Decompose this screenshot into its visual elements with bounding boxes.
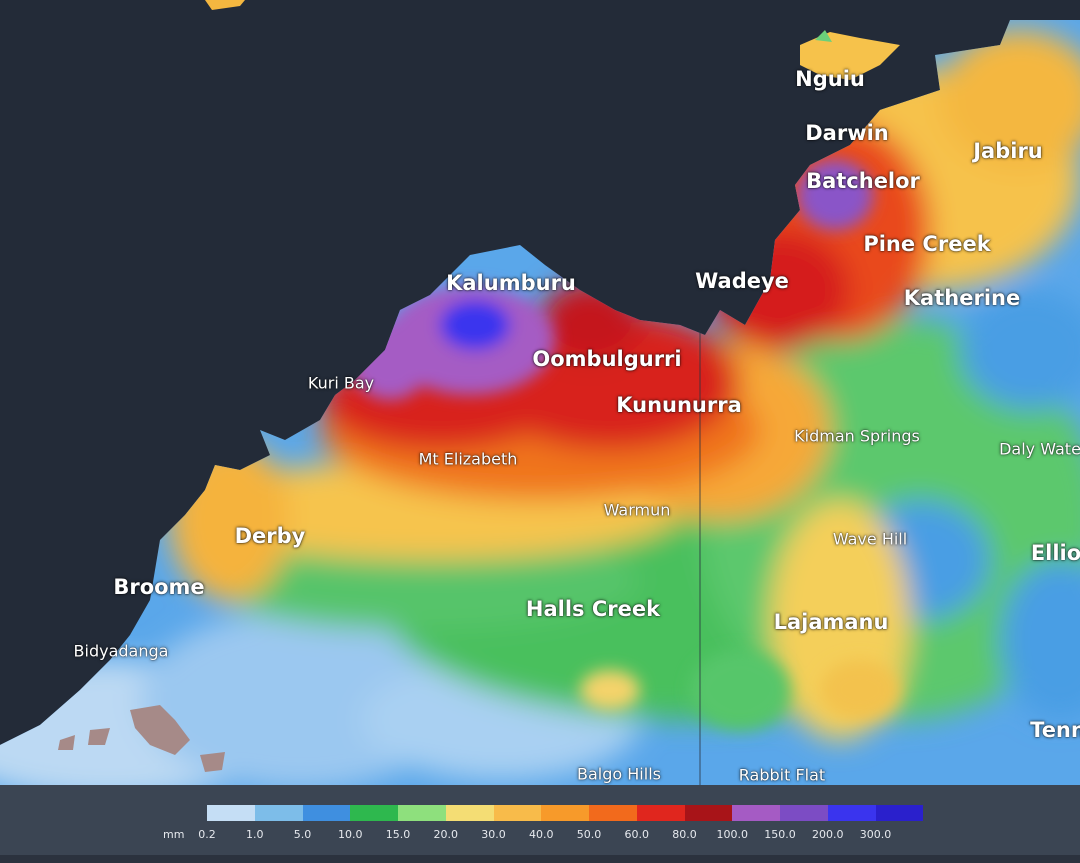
legend-tick-label: 0.2 bbox=[198, 828, 216, 841]
legend-tick-label: 60.0 bbox=[624, 828, 650, 841]
legend-tick-label: 1.0 bbox=[246, 828, 264, 841]
legend-swatch bbox=[875, 805, 924, 821]
place-label-jabiru: Jabiru bbox=[973, 139, 1043, 163]
legend-swatch bbox=[636, 805, 685, 821]
legend-tick-label: 200.0 bbox=[812, 828, 844, 841]
legend-swatch bbox=[541, 805, 589, 821]
legend-swatch bbox=[827, 805, 876, 821]
place-label-lajamanu: Lajamanu bbox=[773, 610, 889, 634]
place-label-pine-creek: Pine Creek bbox=[863, 232, 991, 256]
place-label-kununurra: Kununurra bbox=[616, 393, 742, 417]
place-label-elliott: Ellio bbox=[1030, 541, 1080, 565]
legend-tick-label: 15.0 bbox=[385, 828, 411, 841]
place-label-tennant: Tenn bbox=[1030, 718, 1080, 742]
legend-tick-label: 20.0 bbox=[433, 828, 459, 841]
place-label-broome: Broome bbox=[113, 575, 205, 599]
legend-tick-label: 80.0 bbox=[672, 828, 697, 841]
bottom-toolbar bbox=[0, 855, 1080, 863]
place-label-mt-elizabeth: Mt Elizabeth bbox=[418, 449, 518, 469]
legend-swatch bbox=[302, 805, 351, 821]
legend-swatch bbox=[780, 805, 828, 821]
legend-swatch bbox=[589, 805, 637, 821]
legend-tick-label: 300.0 bbox=[859, 828, 892, 841]
place-label-kalumburu: Kalumburu bbox=[446, 271, 576, 295]
legend-swatch bbox=[398, 805, 446, 821]
place-label-nguiu: Nguiu bbox=[795, 67, 865, 91]
place-label-kuri-bay: Kuri Bay bbox=[307, 373, 375, 393]
salt-lake bbox=[130, 705, 190, 755]
place-label-rabbit-flat: Rabbit Flat bbox=[738, 765, 826, 785]
place-label-wadeye: Wadeye bbox=[695, 269, 789, 293]
place-label-bidyadanga: Bidyadanga bbox=[73, 641, 169, 661]
salt-lake bbox=[58, 735, 75, 750]
legend-tick-label: 30.0 bbox=[481, 828, 506, 841]
legend-tick-label: 100.0 bbox=[716, 828, 749, 841]
legend-swatch bbox=[732, 805, 780, 821]
place-label-warmun: Warmun bbox=[603, 500, 671, 520]
legend-tick-label: 5.0 bbox=[293, 828, 312, 841]
tiwi-island bbox=[800, 32, 900, 80]
legend-swatch bbox=[254, 805, 303, 821]
salt-lake bbox=[200, 752, 225, 772]
place-label-derby: Derby bbox=[234, 524, 306, 548]
legend-unit-label: mm bbox=[163, 828, 185, 841]
place-label-halls-creek: Halls Creek bbox=[525, 597, 661, 621]
legend-swatch bbox=[445, 805, 494, 821]
legend-swatch bbox=[493, 805, 542, 821]
legend-swatch bbox=[684, 805, 733, 821]
place-label-darwin: Darwin bbox=[805, 121, 889, 145]
legend-swatch bbox=[207, 805, 255, 821]
place-label-batchelor: Batchelor bbox=[806, 169, 920, 193]
north-island bbox=[205, 0, 245, 10]
tiwi-island-green bbox=[815, 30, 832, 42]
place-label-wave-hill: Wave Hill bbox=[832, 529, 908, 549]
place-label-kidman-springs: Kidman Springs bbox=[794, 426, 920, 446]
legend-tick-label: 150.0 bbox=[764, 828, 796, 841]
place-label-katherine: Katherine bbox=[903, 286, 1021, 310]
legend-tick-label: 40.0 bbox=[529, 828, 554, 841]
place-label-oombulgurri: Oombulgurri bbox=[532, 347, 682, 371]
place-label-daly-waters: Daly Wate bbox=[999, 439, 1080, 459]
rainfall-map-canvas bbox=[0, 0, 1080, 785]
rainfall-legend: mm 0.2 1.0 5.0 10.0 15.0 20.0 30.0 40.0 50.0 60.0… bbox=[0, 785, 1080, 863]
legend-color-scale bbox=[207, 805, 924, 821]
place-label-balgo-hills: Balgo Hills bbox=[577, 764, 661, 784]
legend-swatch bbox=[350, 805, 398, 821]
salt-lake bbox=[88, 728, 110, 745]
legend-tick-label: 10.0 bbox=[338, 828, 363, 841]
legend-tick-label: 50.0 bbox=[576, 828, 602, 841]
